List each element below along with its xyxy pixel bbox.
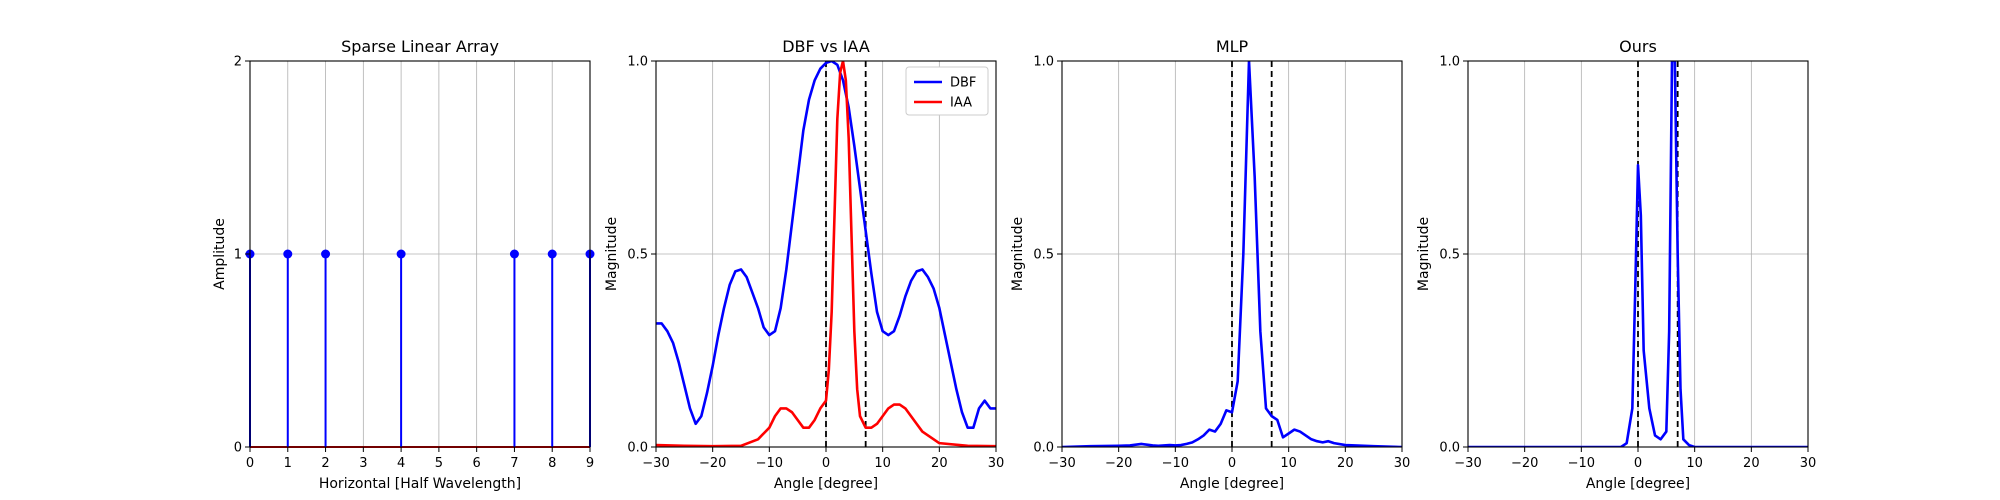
stem-marker [283,249,293,259]
y-tick-label: 1.0 [1033,55,1054,70]
x-tick-label: 9 [586,456,594,471]
x-tick-label: 20 [1337,456,1354,471]
x-tick-label: 0 [246,456,254,471]
chart-title: MLP [1216,37,1249,56]
x-axis-label: Angle [degree] [774,476,878,492]
legend: DBF IAA [905,66,989,116]
y-tick-label: 0.0 [1439,441,1460,456]
x-tick-label: 20 [1743,456,1760,471]
chart-panel-2: −30 −20 −10 0 10 20 30 0.0 0.5 1.0 DBF vs IAA Angle… [604,37,1004,492]
stem-marker [321,249,331,259]
plot-area [1062,61,1402,447]
x-tick-label: 10 [1686,456,1703,471]
series-line-iaa [656,61,996,447]
y-tick-label: 1.0 [627,55,648,70]
x-tick-label: 0 [1228,456,1236,471]
stem-marker [396,249,406,259]
plot-area [1468,61,1808,447]
series-line-1 [1468,61,1808,447]
y-tick-label: 0.5 [627,248,648,263]
x-tick-label: 5 [435,456,443,471]
x-axis-label: Angle [degree] [1586,476,1690,492]
x-tick-label: −20 [1511,456,1538,471]
chart-panel-4: −30 −20 −10 0 10 20 30 0.0 0.5 1.0 Ours Angle [degr… [1416,37,1816,492]
series-line-1 [1062,61,1402,447]
chart-panel-3: −30 −20 −10 0 10 20 30 0.0 0.5 1.0 MLP Angle [degre… [1010,37,1410,492]
x-tick-label: 10 [1280,456,1297,471]
x-tick-label: −10 [1568,456,1595,471]
x-tick-label: 8 [548,456,556,471]
y-axis-label: Magnitude [1416,217,1432,291]
y-tick-label: 0.0 [627,441,648,456]
x-tick-label: 30 [988,456,1005,471]
stem-marker [547,249,557,259]
x-tick-label: 0 [1634,456,1642,471]
x-tick-label: 1 [284,456,292,471]
x-tick-label: −30 [1048,456,1075,471]
chart-title: Sparse Linear Array [341,37,499,56]
x-tick-label: 7 [510,456,518,471]
y-tick-label: 0.5 [1033,248,1054,263]
x-tick-label: −10 [756,456,783,471]
x-tick-label: 30 [1800,456,1817,471]
x-tick-label: −30 [1454,456,1481,471]
legend-label: DBF [950,76,976,91]
x-tick-label: 20 [931,456,948,471]
y-axis-label: Magnitude [604,217,620,291]
x-tick-label: −20 [699,456,726,471]
y-tick-label: 2 [234,55,242,70]
x-tick-label: 2 [321,456,329,471]
y-tick-label: 0 [234,441,242,456]
y-tick-label: 0.5 [1439,248,1460,263]
x-tick-label: 30 [1394,456,1411,471]
x-tick-label: 4 [397,456,405,471]
x-tick-label: 3 [359,456,367,471]
x-axis-label: Angle [degree] [1180,476,1284,492]
chart-title: DBF vs IAA [782,37,870,56]
x-tick-label: 0 [822,456,830,471]
stem-marker [509,249,519,259]
x-tick-label: −10 [1162,456,1189,471]
series-line-dbf [656,61,996,430]
x-tick-label: 10 [874,456,891,471]
chart-panel-1: 0 1 2 3 4 5 6 7 8 9 0 1 2 Sparse Linear Array Horizont… [212,37,595,492]
y-tick-label: 1 [234,248,242,263]
legend-box [905,66,989,116]
legend-label: IAA [950,96,972,111]
plot-area [656,61,996,447]
y-tick-label: 0.0 [1033,441,1054,456]
y-axis-label: Magnitude [1010,217,1026,291]
x-tick-label: 6 [473,456,481,471]
x-tick-label: −20 [1105,456,1132,471]
y-tick-label: 1.0 [1439,55,1460,70]
chart-title: Ours [1619,37,1657,56]
x-axis-label: Horizontal [Half Wavelength] [319,476,521,492]
y-axis-label: Amplitude [212,218,228,290]
x-tick-label: −30 [642,456,669,471]
